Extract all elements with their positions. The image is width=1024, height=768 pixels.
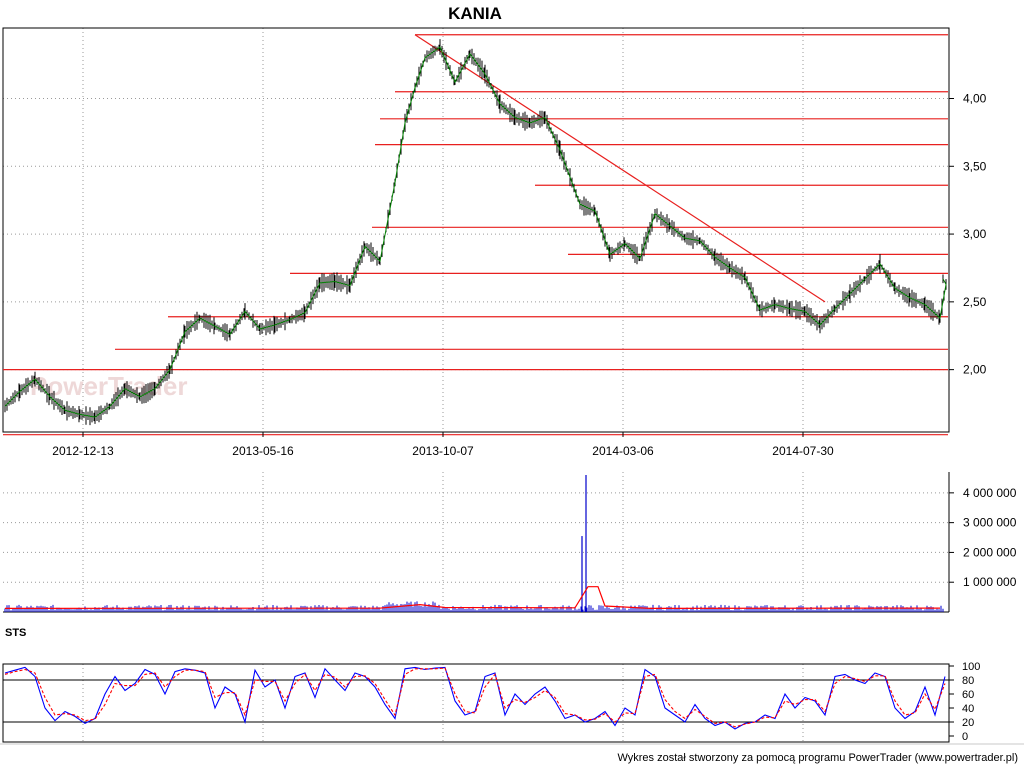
x-tick-label: 2013-05-16 xyxy=(232,444,294,458)
trend-line xyxy=(414,34,826,303)
sts-label: STS xyxy=(5,627,26,639)
volume-panel: 1 000 000 2 000 000 3 000 000 4 000 000 xyxy=(3,472,1017,613)
x-tick-label: 2013-10-07 xyxy=(412,444,474,458)
price-panel: PowerTrader 2,002,503,003,504,00 xyxy=(2,27,987,436)
price-y-tick-label: 2,50 xyxy=(963,295,987,309)
volume-moving-average xyxy=(4,586,941,610)
x-tick-label: 2014-03-06 xyxy=(592,444,654,458)
sts-y-tick-label: 0 xyxy=(962,731,968,743)
price-close-line xyxy=(4,46,947,418)
sts-k-line xyxy=(4,666,946,730)
price-y-tick-label: 3,00 xyxy=(963,227,987,241)
sts-y-tick-label: 20 xyxy=(962,717,974,729)
sts-y-tick-label: 40 xyxy=(962,703,974,715)
stochastic-panel: 0 20 40 60 80 100 xyxy=(2,661,980,743)
volume-y-tick-label: 2 000 000 xyxy=(963,545,1017,559)
price-y-tick-label: 4,00 xyxy=(963,91,987,105)
sts-y-tick-label: 80 xyxy=(962,675,974,687)
price-y-tick-label: 2,00 xyxy=(963,363,987,377)
volume-y-tick-label: 4 000 000 xyxy=(963,486,1017,500)
x-tick-label: 2012-12-13 xyxy=(52,444,114,458)
volume-y-tick-label: 3 000 000 xyxy=(963,516,1017,530)
sts-y-tick-label: 60 xyxy=(962,689,974,701)
volume-y-tick-label: 1 000 000 xyxy=(963,575,1017,589)
sts-d-line xyxy=(4,667,946,728)
x-tick-label: 2014-07-30 xyxy=(772,444,834,458)
x-axis-ticks: 2012-12-13 2013-05-16 2013-10-07 2014-03-06… xyxy=(52,432,834,458)
chart-title: KANIA xyxy=(448,4,502,23)
footer-credit: Wykres został stworzony za pomocą progra… xyxy=(617,752,1018,764)
sts-y-tick-label: 100 xyxy=(962,661,980,673)
price-y-tick-label: 3,50 xyxy=(963,159,987,173)
